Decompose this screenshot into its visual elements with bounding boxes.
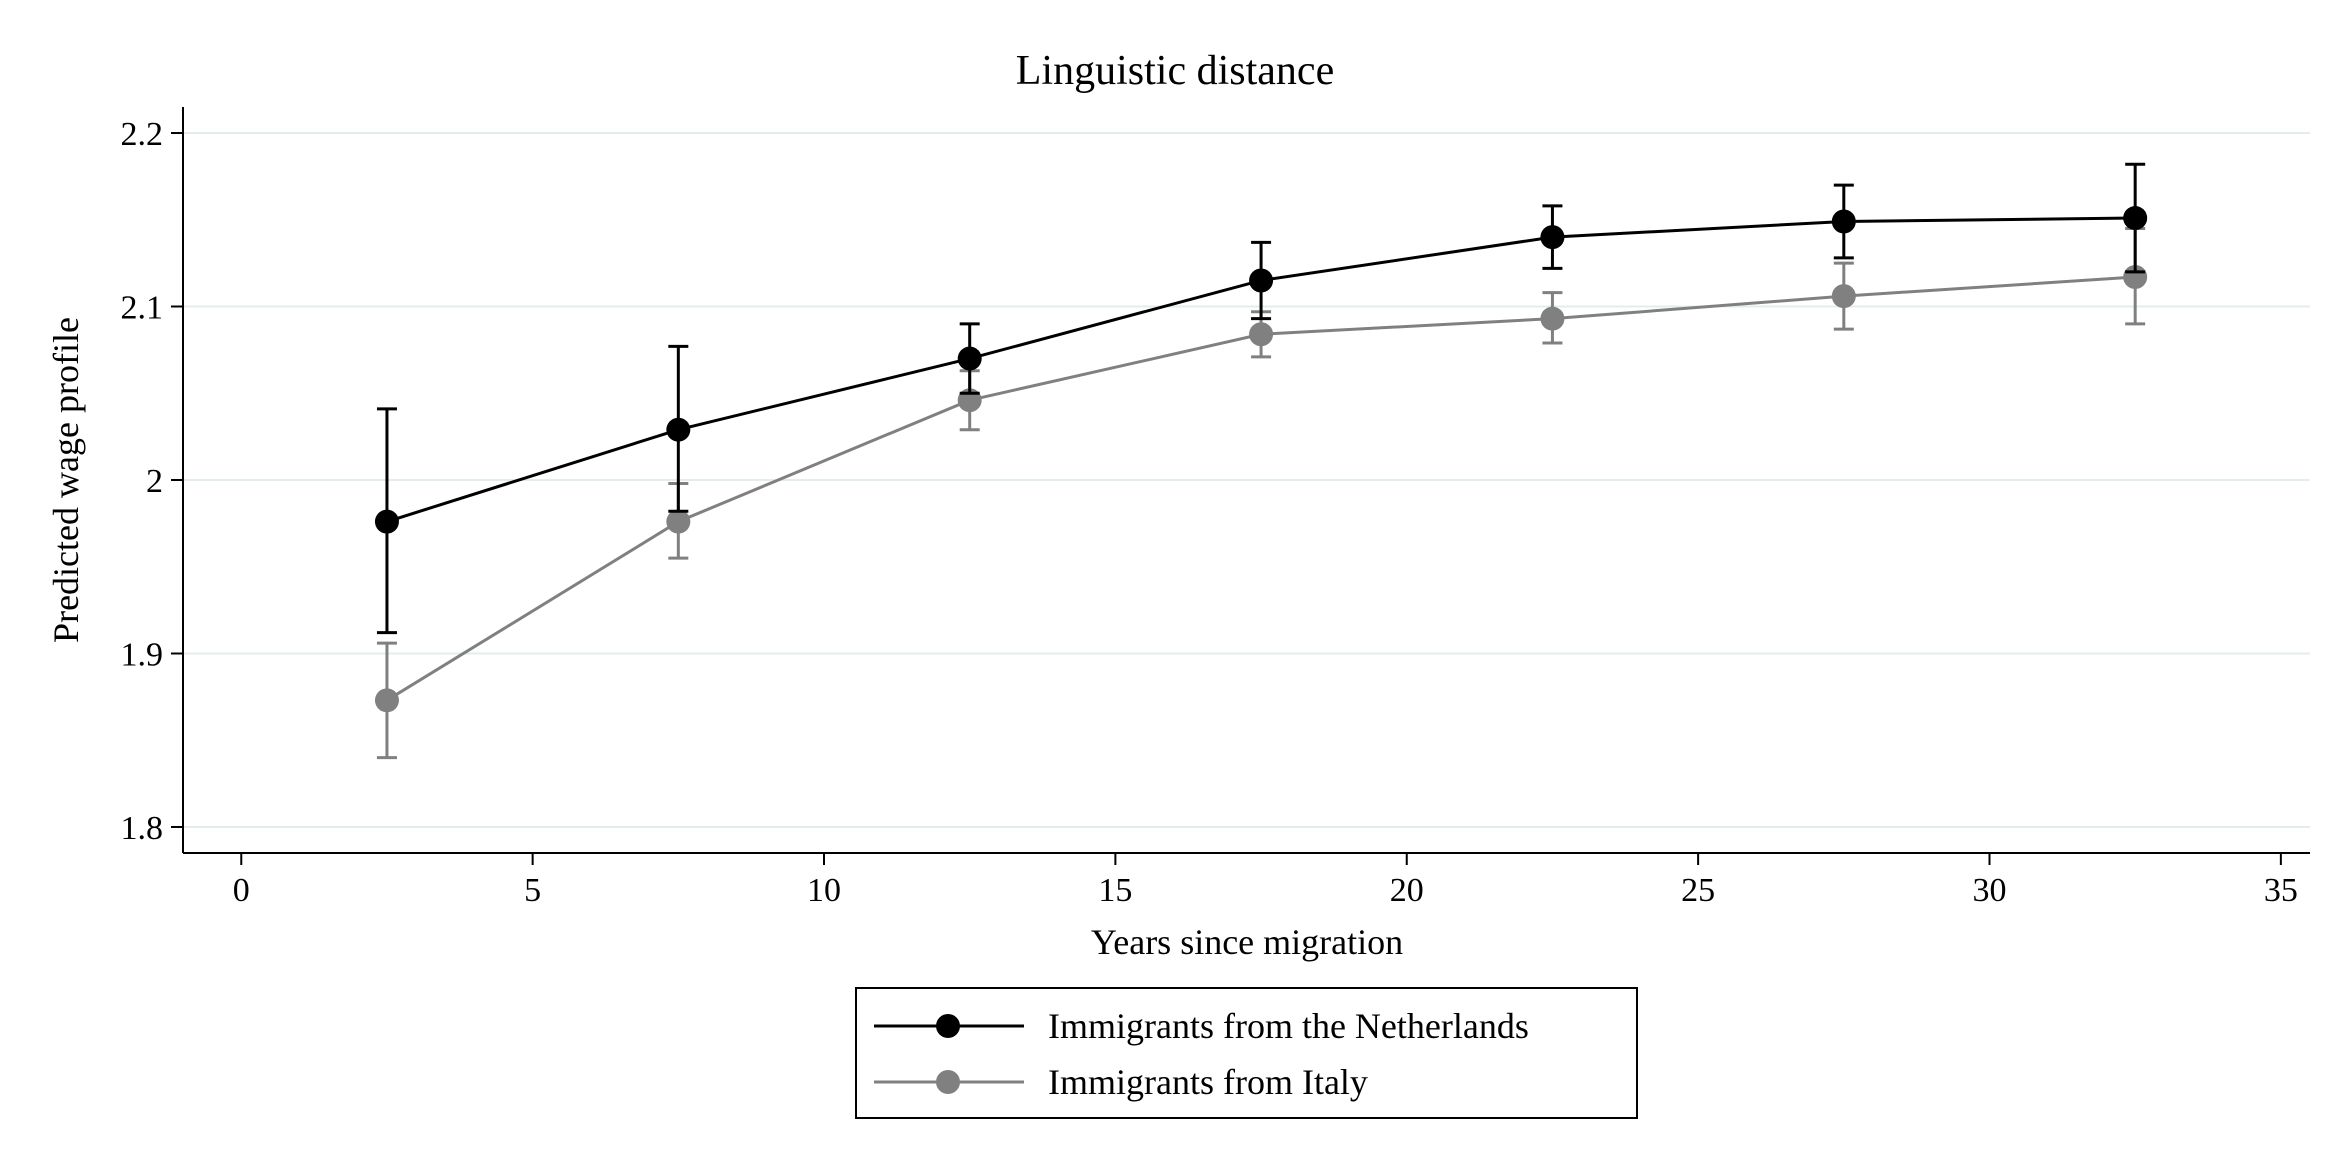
x-tick-label-0: 0 [233,872,250,909]
y-tick-label-3: 2.1 [121,290,164,327]
legend-label-netherlands: Immigrants from the Netherlands [1048,1006,1529,1046]
series-0 [374,162,2148,635]
y-tick-label-1: 1.9 [121,636,164,673]
legend-box [855,987,1638,1119]
y-tick-label-4: 2.2 [121,116,164,153]
point-0-1 [666,417,691,442]
point-1-1 [666,509,691,534]
legend-label-italy: Immigrants from Italy [1048,1062,1368,1102]
point-1-3 [1249,322,1274,347]
gridlines [183,132,2310,828]
point-1-5 [1831,284,1856,309]
x-tick-label-6: 30 [1972,872,2006,909]
point-0-2 [957,346,982,371]
x-axis-label: Years since migration [1091,922,1403,962]
point-0-6 [2123,206,2148,231]
x-tick-label-1: 5 [524,872,541,909]
series [374,162,2148,760]
chart-title: Linguistic distance [1016,48,1334,94]
x-tick-label-3: 15 [1098,872,1132,909]
point-0-0 [374,509,399,534]
point-0-5 [1831,209,1856,234]
y-tick-label-2: 2 [146,463,163,500]
point-0-4 [1540,225,1565,250]
x-tick-label-5: 25 [1681,872,1715,909]
legend-marker-italy [936,1070,960,1094]
x-tick-label-4: 20 [1390,872,1424,909]
x-tick-label-2: 10 [807,872,841,909]
legend: Immigrants from the Netherlands Immigran… [855,987,1638,1119]
point-1-0 [374,688,399,713]
axes: 1.8 1.9 2 2.1 2.2 0 5 10 15 20 25 30 35 [121,107,2310,909]
legend-marker-netherlands [936,1014,960,1038]
y-axis-label: Predicted wage profile [46,317,86,643]
point-1-4 [1540,306,1565,331]
y-tick-label-0: 1.8 [121,810,164,847]
x-tick-label-7: 35 [2264,872,2298,909]
point-0-3 [1249,268,1274,293]
